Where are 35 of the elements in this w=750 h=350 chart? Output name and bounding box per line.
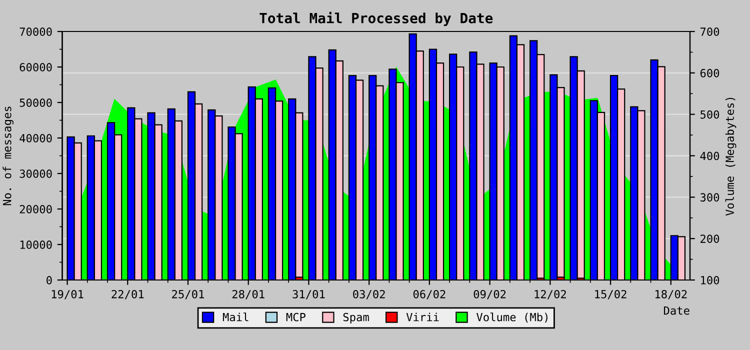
y-axis-title: No. of messages [2,106,14,206]
y-tick-label: 60000 [20,63,52,72]
legend-label: Spam [343,312,369,324]
x-tick-label: 15/02 [595,290,626,300]
y2-tick-label: 400 [700,152,720,160]
x-tick-label: 18/02 [656,290,687,300]
y-tick-label: 10000 [20,240,52,249]
x-tick-label: 06/02 [413,290,446,300]
legend-label: Mail [222,312,248,322]
x-tick-label: 31/01 [292,290,325,300]
y-tick-label: 70000 [20,28,52,36]
chart-title: Total Mail Processed by Date [260,12,493,26]
x-tick-label: 22/01 [112,290,144,300]
x-axis-title: Date [664,306,690,315]
y2-tick-label: 100 [701,276,720,284]
y-tick-label: 30000 [20,170,52,178]
y2-tick-label: 700 [700,28,720,36]
x-tick-label: 25/01 [172,290,204,300]
y-tick-label: 40000 [20,134,52,142]
y2-tick-label: 500 [700,110,720,119]
x-tick-label: 28/01 [232,290,264,300]
y2-tick-label: 200 [700,234,720,243]
y2-tick-label: 600 [700,68,720,78]
y-tick-label: 20000 [20,205,52,214]
x-tick-label: 12/02 [534,290,566,300]
y-tick-label: 0 [46,276,52,284]
legend-label: Volume (Mb) [476,312,548,323]
y2-tick-label: 300 [700,193,720,202]
y2-axis-title: Volume (Megabytes) [725,98,736,216]
legend-label: MCP [286,312,306,322]
x-tick-label: 03/02 [353,290,385,300]
y-tick-label: 50000 [20,98,52,107]
x-tick-label: 09/02 [474,290,506,300]
legend-label: Virii [406,312,439,322]
x-tick-label: 19/01 [52,290,84,300]
